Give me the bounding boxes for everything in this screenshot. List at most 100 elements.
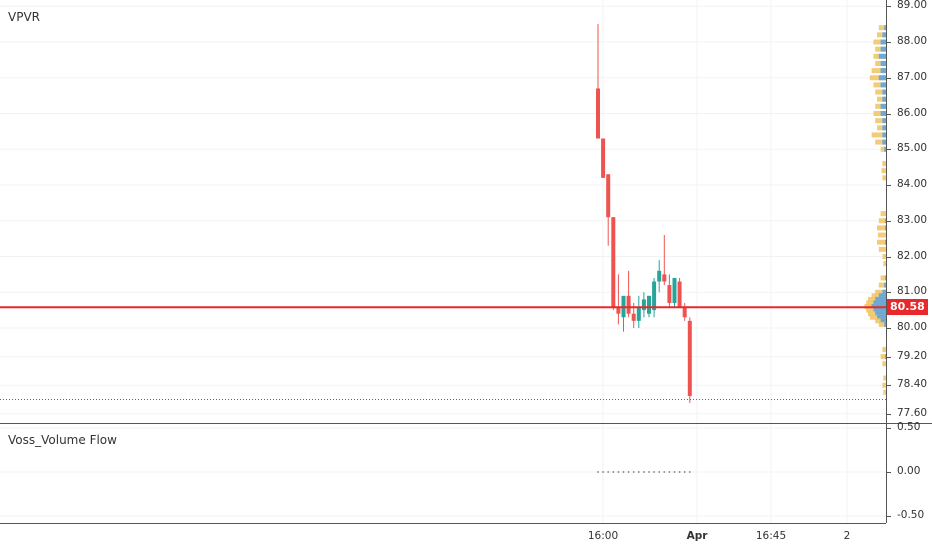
price-axis-label: 88.00 [897,35,928,47]
price-axis-label: 87.00 [897,70,928,83]
volume-profile-bar [877,239,886,245]
volume-profile-bar [878,293,886,299]
volume-flow-pane[interactable]: Voss_Volume Flow [0,424,886,523]
candle-body [677,281,682,307]
candle-body [682,306,687,318]
volume-profile-bar [880,82,886,88]
price-axis-tick [887,413,891,415]
time-axis-label: 16:45 [755,530,787,542]
volume-profile-bar [871,68,886,74]
volume-flow-point [607,471,610,473]
price-axis-tick [887,220,891,222]
price-axis-label: 89.00 [897,0,928,12]
volume-profile-bar [878,75,886,81]
volume-profile-bar [877,232,886,238]
time-axis[interactable]: 16:00 Apr 16:45 2 [0,523,886,551]
candle-body [657,270,662,282]
price-axis-tick [887,149,891,151]
candle-body [631,313,636,321]
volume-profile-bar [873,307,886,313]
volume-profile-bar [878,25,886,31]
volume-profile-bar [882,32,886,38]
volume-profile-bar [883,261,886,267]
volume-profile-bar [873,111,886,116]
sub-axis-label: 0.50 [897,421,921,433]
pane-divider[interactable] [0,423,932,424]
volume-profile-bar [883,389,886,395]
volume-profile-bar [880,39,886,45]
volume-profile-bar [873,300,886,306]
price-axis-tick [887,356,891,358]
volume-profile-bar [882,254,886,259]
volume-profile-bar [875,139,886,145]
price-axis-label: 80.00 [897,321,928,333]
volume-profile-bar [877,125,886,131]
volume-profile-bar [880,60,886,66]
sub-axis-tick [887,516,891,517]
volume-profile-bar [877,96,886,102]
volume-profile-bar [877,314,886,320]
volume-profile-bar [878,53,886,59]
volume-profile-bar [882,289,886,295]
volume-profile-bar [880,103,886,109]
price-axis-tick [887,385,891,387]
volume-profile-bar [880,211,886,217]
volume-profile-bar [880,318,886,324]
main-price-axis[interactable]: 89.00 88.00 87.00 86.00 85.00 84.00 83.00 82.00… [886,0,932,423]
volume-profile-bar [884,282,886,288]
volume-profile-bar [878,282,886,288]
candle-body [626,295,631,314]
volume-profile-bar [882,361,886,367]
price-axis-label: 82.00 [897,249,928,262]
volume-flow-point [617,471,620,473]
candle-body [636,306,641,321]
volume-profile-bar [878,321,886,327]
volume-profile-bar [881,168,886,174]
volume-flow-point [658,471,661,473]
volume-profile-bar [882,139,886,145]
candle-body [647,295,651,314]
vpvr-indicator-label[interactable]: VPVR [8,10,40,24]
main-price-pane[interactable]: VPVR [0,0,886,423]
volume-profile-bar [884,25,886,31]
candle-body [611,217,616,307]
volume-profile-bar [875,311,886,317]
sub-value-axis[interactable]: 0.50 0.00 -0.50 [886,421,932,523]
candle-body [601,138,606,178]
volume-profile-bar [880,275,886,281]
candle-body [652,281,657,311]
volume-profile-bar [882,346,886,352]
volume-profile-bar [882,132,886,138]
candle-body [667,285,672,303]
volume-profile-bar [882,161,886,167]
price-axis-label: 84.00 [897,178,928,190]
price-axis-label: 86.00 [897,106,928,119]
price-axis-label: 83.00 [897,213,928,226]
volume-flow-point [627,471,630,473]
volume-profile-bar [878,218,886,224]
volume-flow-point [597,471,599,473]
price-axis-tick [887,42,891,43]
volume-flow-point [678,471,681,473]
candle-body [687,320,692,396]
volume-flow-point [688,471,691,473]
volume-profile-bar [885,275,886,281]
volume-profile-bar [882,125,886,131]
volume-profile-bar [882,118,886,124]
volume-profile-bar [885,218,886,224]
volume-flow-point [653,471,655,473]
volume-profile-bar [880,68,886,74]
price-axis-tick [887,256,891,258]
time-axis-label: 2 [843,530,851,542]
volume-profile-bar [877,32,886,38]
volume-flow-indicator-label[interactable]: Voss_Volume Flow [8,433,117,447]
price-axis-label: 77.60 [897,406,928,419]
price-axis-tick [887,292,891,294]
price-axis-tick [887,185,891,186]
volume-profile-bar [880,111,886,116]
time-axis-label: Apr [686,530,708,542]
volume-profile-bar [880,354,886,360]
volume-profile-bar [884,146,886,152]
